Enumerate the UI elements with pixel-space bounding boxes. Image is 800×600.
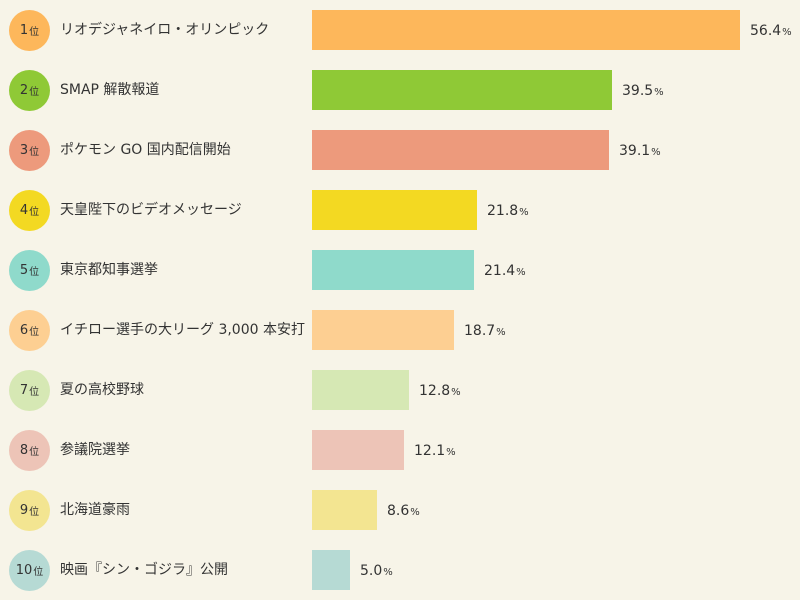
value-label: 8.6% [387, 490, 420, 530]
value-label: 56.4% [750, 10, 792, 50]
category-label: 参議院選挙 [60, 442, 130, 458]
value-label: 5.0% [360, 550, 393, 590]
ranking-row: 2 位 SMAP 解散報道 39.5% [0, 70, 800, 111]
bar [312, 10, 740, 50]
ranking-row: 3 位ポケモン GO 国内配信開始 39.1% [0, 130, 800, 171]
rank-number: 4 [19, 203, 29, 218]
rank-badge: 10 位 [9, 550, 50, 591]
value-label: 12.8% [419, 370, 461, 410]
value-number: 21.8 [487, 203, 519, 219]
category-label: ポケモン GO 国内配信開始 [60, 142, 231, 158]
value-unit: % [410, 507, 420, 518]
rank-number: 1 [19, 23, 29, 38]
bar [312, 430, 404, 470]
value-unit: % [651, 147, 661, 158]
value-label: 39.1% [619, 130, 661, 170]
category-label: 東京都知事選挙 [60, 262, 158, 278]
value-number: 18.7 [464, 323, 496, 339]
value-label: 18.7% [464, 310, 506, 350]
rank-suffix: 位 [29, 147, 40, 158]
value-unit: % [383, 567, 393, 578]
ranking-row: 1 位リオデジャネイロ・オリンピック 56.4% [0, 10, 800, 51]
rank-suffix: 位 [29, 387, 40, 398]
value-number: 39.1 [619, 143, 651, 159]
rank-number: 10 [15, 563, 33, 578]
category-label: 映画『シン・ゴジラ』公開 [60, 562, 228, 578]
rank-suffix: 位 [29, 87, 40, 98]
category-label: イチロー選手の大リーグ 3,000 本安打 [60, 322, 305, 338]
rank-number: 5 [19, 263, 29, 278]
rank-suffix: 位 [29, 27, 40, 38]
bar [312, 490, 377, 530]
value-unit: % [519, 207, 529, 218]
value-number: 56.4 [750, 23, 782, 39]
ranking-row: 6 位イチロー選手の大リーグ 3,000 本安打 18.7% [0, 310, 800, 351]
value-label: 21.4% [484, 250, 526, 290]
rank-suffix: 位 [33, 567, 44, 578]
value-unit: % [451, 387, 461, 398]
value-unit: % [496, 327, 506, 338]
rank-number: 3 [19, 143, 29, 158]
rank-number: 9 [19, 503, 29, 518]
rank-suffix: 位 [29, 207, 40, 218]
ranking-row: 10 位映画『シン・ゴジラ』公開 5.0% [0, 550, 800, 591]
value-number: 5.0 [360, 563, 383, 579]
value-number: 12.8 [419, 383, 451, 399]
value-label: 21.8% [487, 190, 529, 230]
rank-number: 2 [19, 83, 29, 98]
bar [312, 250, 474, 290]
bar [312, 190, 477, 230]
value-label: 12.1% [414, 430, 456, 470]
value-number: 21.4 [484, 263, 516, 279]
value-number: 39.5 [622, 83, 654, 99]
value-unit: % [516, 267, 526, 278]
ranking-row: 9 位北海道豪雨 8.6% [0, 490, 800, 531]
bar [312, 550, 350, 590]
rank-suffix: 位 [29, 507, 40, 518]
value-number: 12.1 [414, 443, 446, 459]
bar [312, 130, 609, 170]
rank-number: 8 [19, 443, 29, 458]
value-unit: % [654, 87, 664, 98]
category-label: 夏の高校野球 [60, 382, 144, 398]
category-label: 北海道豪雨 [60, 502, 130, 518]
value-label: 39.5% [622, 70, 664, 110]
ranking-row: 8 位参議院選挙 12.1% [0, 430, 800, 471]
category-label: 天皇陛下のビデオメッセージ [60, 202, 242, 218]
category-label: リオデジャネイロ・オリンピック [60, 22, 270, 38]
bar [312, 310, 454, 350]
bar [312, 370, 409, 410]
rank-suffix: 位 [29, 447, 40, 458]
category-label: SMAP 解散報道 [60, 82, 160, 98]
rank-suffix: 位 [29, 327, 40, 338]
ranking-row: 5 位東京都知事選挙 21.4% [0, 250, 800, 291]
rank-suffix: 位 [29, 267, 40, 278]
ranking-row: 7 位夏の高校野球 12.8% [0, 370, 800, 411]
rank-number: 7 [19, 383, 29, 398]
value-unit: % [782, 27, 792, 38]
rank-number: 6 [19, 323, 29, 338]
value-unit: % [446, 447, 456, 458]
bar [312, 70, 612, 110]
value-number: 8.6 [387, 503, 410, 519]
ranking-row: 4 位天皇陛下のビデオメッセージ 21.8% [0, 190, 800, 231]
